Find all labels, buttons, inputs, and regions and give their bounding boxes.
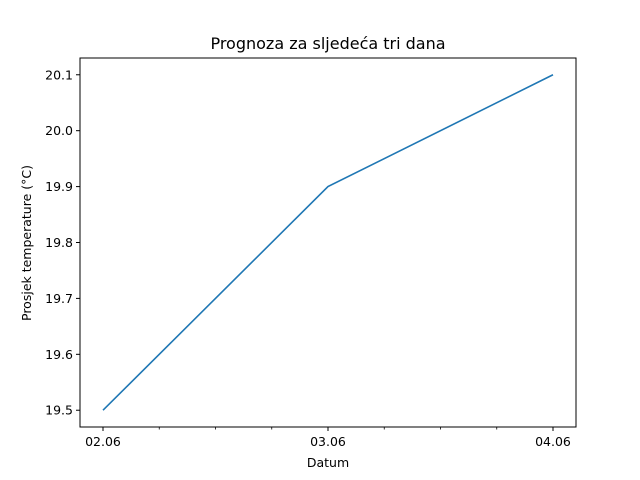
series-line xyxy=(102,74,554,411)
x-axis-label: Datum xyxy=(307,455,349,470)
y-tick-label: 19.7 xyxy=(45,291,73,306)
x-tick-label: 03.06 xyxy=(310,434,346,449)
plot-area: 19.5 19.6 19.7 19.8 19.9 20.0 20.1 02.06 03.06 04… xyxy=(45,57,577,449)
y-tick-label: 19.8 xyxy=(45,235,73,250)
chart-title: Prognoza za sljedeća tri dana xyxy=(210,34,445,53)
y-tick-label: 20.0 xyxy=(45,123,73,138)
y-axis-label: Prosjek temperature (°C) xyxy=(19,165,34,321)
y-tick-label: 20.1 xyxy=(45,67,73,82)
y-tick-label: 19.9 xyxy=(45,179,73,194)
x-tick-label: 02.06 xyxy=(85,434,121,449)
y-tick-label: 19.6 xyxy=(45,347,73,362)
x-tick-label: 04.06 xyxy=(535,434,571,449)
y-tick-label: 19.5 xyxy=(45,403,73,418)
